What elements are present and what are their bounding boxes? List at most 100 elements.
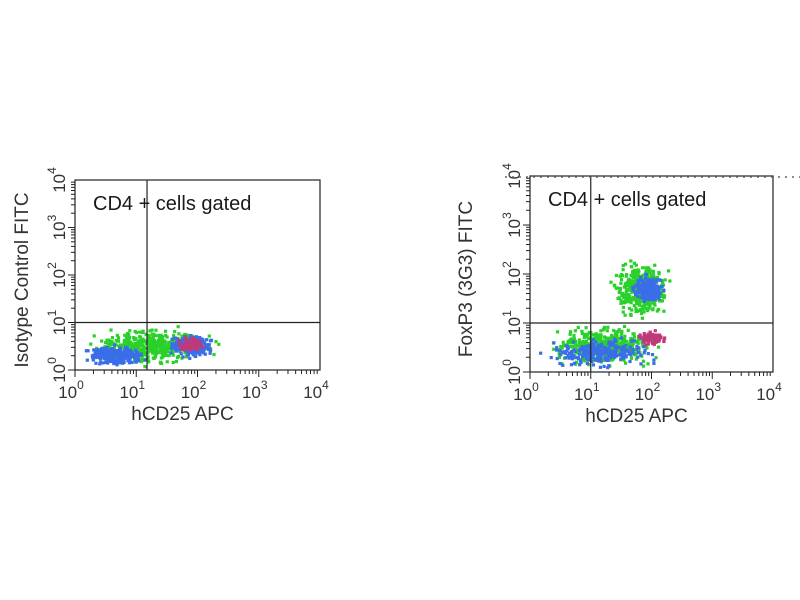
event-dot [198, 346, 202, 350]
event-dot [650, 301, 655, 305]
event-dot [636, 294, 640, 299]
event-dot [564, 356, 568, 360]
event-dot [635, 284, 639, 288]
event-dot [588, 346, 592, 350]
y-tick-exponent: 3 [45, 214, 59, 221]
event-dot [108, 347, 112, 352]
event-dot [632, 283, 636, 287]
event-dot [599, 337, 603, 342]
event-dot [176, 325, 180, 329]
event-dot [590, 333, 594, 337]
event-dot [165, 347, 169, 351]
event-dot [105, 350, 110, 355]
event-dot [584, 326, 588, 330]
event-dot [590, 349, 594, 353]
event-dot [112, 361, 116, 366]
event-dot [171, 333, 176, 338]
event-dot [591, 337, 595, 342]
event-dot [627, 306, 632, 311]
event-dot [178, 349, 182, 354]
event-dot [150, 332, 154, 336]
event-dot [151, 356, 155, 360]
event-dot [112, 358, 116, 363]
x-tick-label: 104 [303, 378, 329, 402]
event-dot [138, 343, 142, 348]
event-dot [640, 292, 645, 297]
event-dot [117, 353, 121, 357]
event-dot [619, 278, 624, 282]
event-dot [123, 342, 127, 346]
event-dot [132, 335, 136, 340]
event-dot [201, 338, 205, 342]
event-dot [136, 359, 140, 363]
event-dot [656, 286, 660, 290]
event-dot [596, 356, 600, 361]
event-dot [192, 344, 196, 348]
event-dot [620, 331, 624, 336]
event-dot [110, 358, 115, 362]
event-dot [614, 330, 618, 334]
event-dot [109, 328, 113, 332]
event-dot [646, 307, 651, 311]
x-tick-exponent: 3 [261, 378, 268, 392]
event-dot [649, 273, 653, 277]
event-dot [645, 308, 650, 313]
event-dot [616, 286, 620, 290]
event-dot [617, 336, 621, 341]
event-dot [613, 338, 617, 342]
event-dot [624, 290, 628, 294]
event-dot [146, 346, 151, 351]
event-dot [609, 354, 613, 358]
event-dot [110, 336, 115, 340]
event-dot [646, 332, 650, 336]
event-dot [599, 355, 603, 360]
event-dot [173, 329, 177, 334]
event-dot [622, 337, 627, 341]
y-tick-base: 10 [505, 366, 524, 385]
event-dot [639, 276, 643, 280]
event-dot [629, 301, 633, 305]
event-dot [98, 356, 102, 360]
event-dot [153, 347, 158, 351]
event-dot [627, 350, 631, 354]
x-tick-exponent: 4 [775, 380, 782, 394]
event-dot [585, 361, 589, 365]
event-dot [633, 279, 638, 283]
event-dot [184, 355, 189, 359]
event-dot [595, 358, 600, 362]
event-dot [123, 351, 127, 356]
event-dot [618, 274, 622, 278]
event-dot [152, 350, 156, 355]
event-dot [632, 335, 636, 339]
event-dot [140, 341, 144, 345]
event-dot [652, 361, 656, 365]
event-dot [104, 360, 108, 365]
event-dot [558, 361, 562, 366]
event-dot [633, 353, 637, 357]
y-tick-exponent: 0 [500, 359, 514, 366]
event-dot [189, 341, 194, 346]
event-dot [143, 358, 147, 362]
event-dot [622, 343, 626, 347]
event-dot [642, 332, 646, 336]
event-dot [605, 329, 609, 333]
event-dot [134, 331, 139, 335]
event-dot [552, 347, 556, 351]
event-dot [630, 344, 635, 348]
event-dot [134, 337, 138, 341]
event-dot [629, 265, 633, 269]
event-dot [641, 345, 646, 349]
event-dot [576, 356, 581, 360]
event-dot [552, 341, 556, 345]
event-dot [124, 339, 128, 343]
y-tick-label: 104 [45, 167, 69, 193]
event-dot [638, 278, 642, 283]
event-dot [179, 352, 183, 356]
event-dot [620, 354, 624, 358]
event-dot [188, 348, 193, 352]
y-tick-exponent: 1 [45, 309, 59, 316]
event-dot [195, 347, 199, 351]
x-tick-label: 102 [181, 378, 207, 402]
event-dot [654, 356, 658, 360]
